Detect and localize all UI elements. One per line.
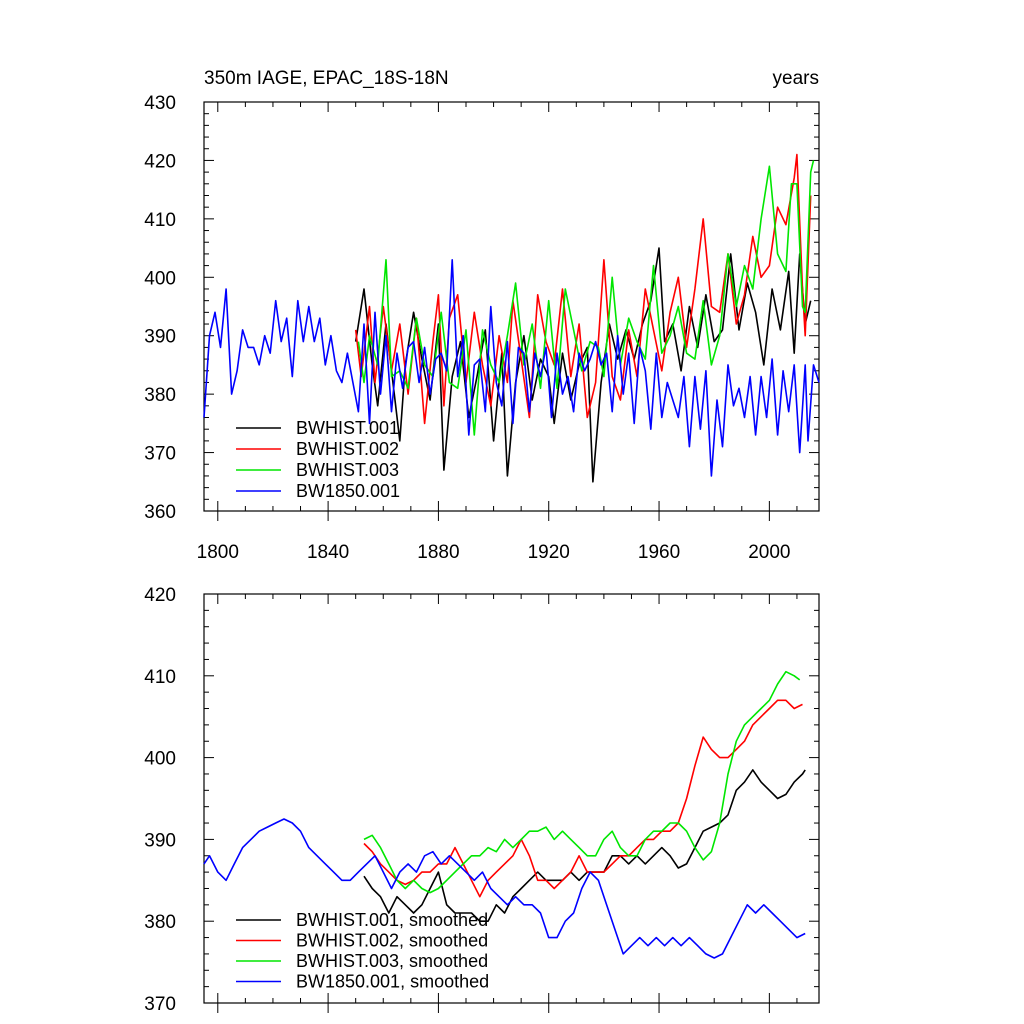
y-tick-label: 370: [144, 994, 176, 1015]
y-tick-label: 410: [144, 667, 176, 688]
y-tick-label: 380: [144, 385, 176, 406]
legend-label: BW1850.001, smoothed: [296, 972, 489, 992]
y-tick-label: 420: [144, 585, 176, 606]
axis-ticks: 370 380 390 400 410 420: [144, 585, 819, 1015]
y-tick-label: 360: [144, 502, 176, 523]
y-tick-label: 370: [144, 444, 176, 465]
series-line: [203, 259, 820, 477]
legend-label: BWHIST.003, smoothed: [296, 951, 488, 971]
y-tick-label: 400: [144, 268, 176, 289]
x-tick-label: 1920: [528, 542, 570, 563]
legend-label: BWHIST.001: [296, 418, 399, 438]
series-line: [203, 818, 806, 959]
x-tick-label: 1960: [638, 542, 680, 563]
units-label: years: [773, 68, 819, 89]
legend-label: BW1850.001: [296, 481, 400, 501]
legend-label: BWHIST.002, smoothed: [296, 931, 488, 951]
x-tick-label: 2000: [748, 542, 790, 563]
plot-frame: [203, 101, 820, 512]
series-line: [363, 699, 803, 898]
series-line: [354, 247, 812, 483]
top-panel: 350m IAGE, EPAC_18S-18N years 3603703803…: [144, 68, 820, 563]
plot-frame: [203, 593, 820, 1004]
series-group: [203, 153, 820, 483]
series-line: [354, 153, 812, 425]
series-group: [203, 670, 806, 959]
chart-title: 350m IAGE, EPAC_18S-18N: [204, 68, 449, 89]
series-line: [363, 670, 801, 894]
x-tick-label: 1880: [417, 542, 459, 563]
y-tick-label: 400: [144, 749, 176, 770]
series-line: [363, 769, 806, 922]
x-tick-label: 1840: [307, 542, 349, 563]
legend-label: BWHIST.003: [296, 460, 399, 480]
y-tick-label: 380: [144, 912, 176, 933]
x-tick-label: 1800: [197, 542, 239, 563]
legend-label: BWHIST.001, smoothed: [296, 910, 488, 930]
y-tick-label: 420: [144, 151, 176, 172]
axis-ticks: 360 370 380 390 400 410 420 430 1800 1840 1880 1920…: [144, 93, 819, 563]
y-tick-label: 390: [144, 327, 176, 348]
legend-label: BWHIST.002: [296, 439, 399, 459]
y-tick-label: 430: [144, 93, 176, 114]
y-tick-label: 390: [144, 830, 176, 851]
y-tick-label: 410: [144, 210, 176, 231]
